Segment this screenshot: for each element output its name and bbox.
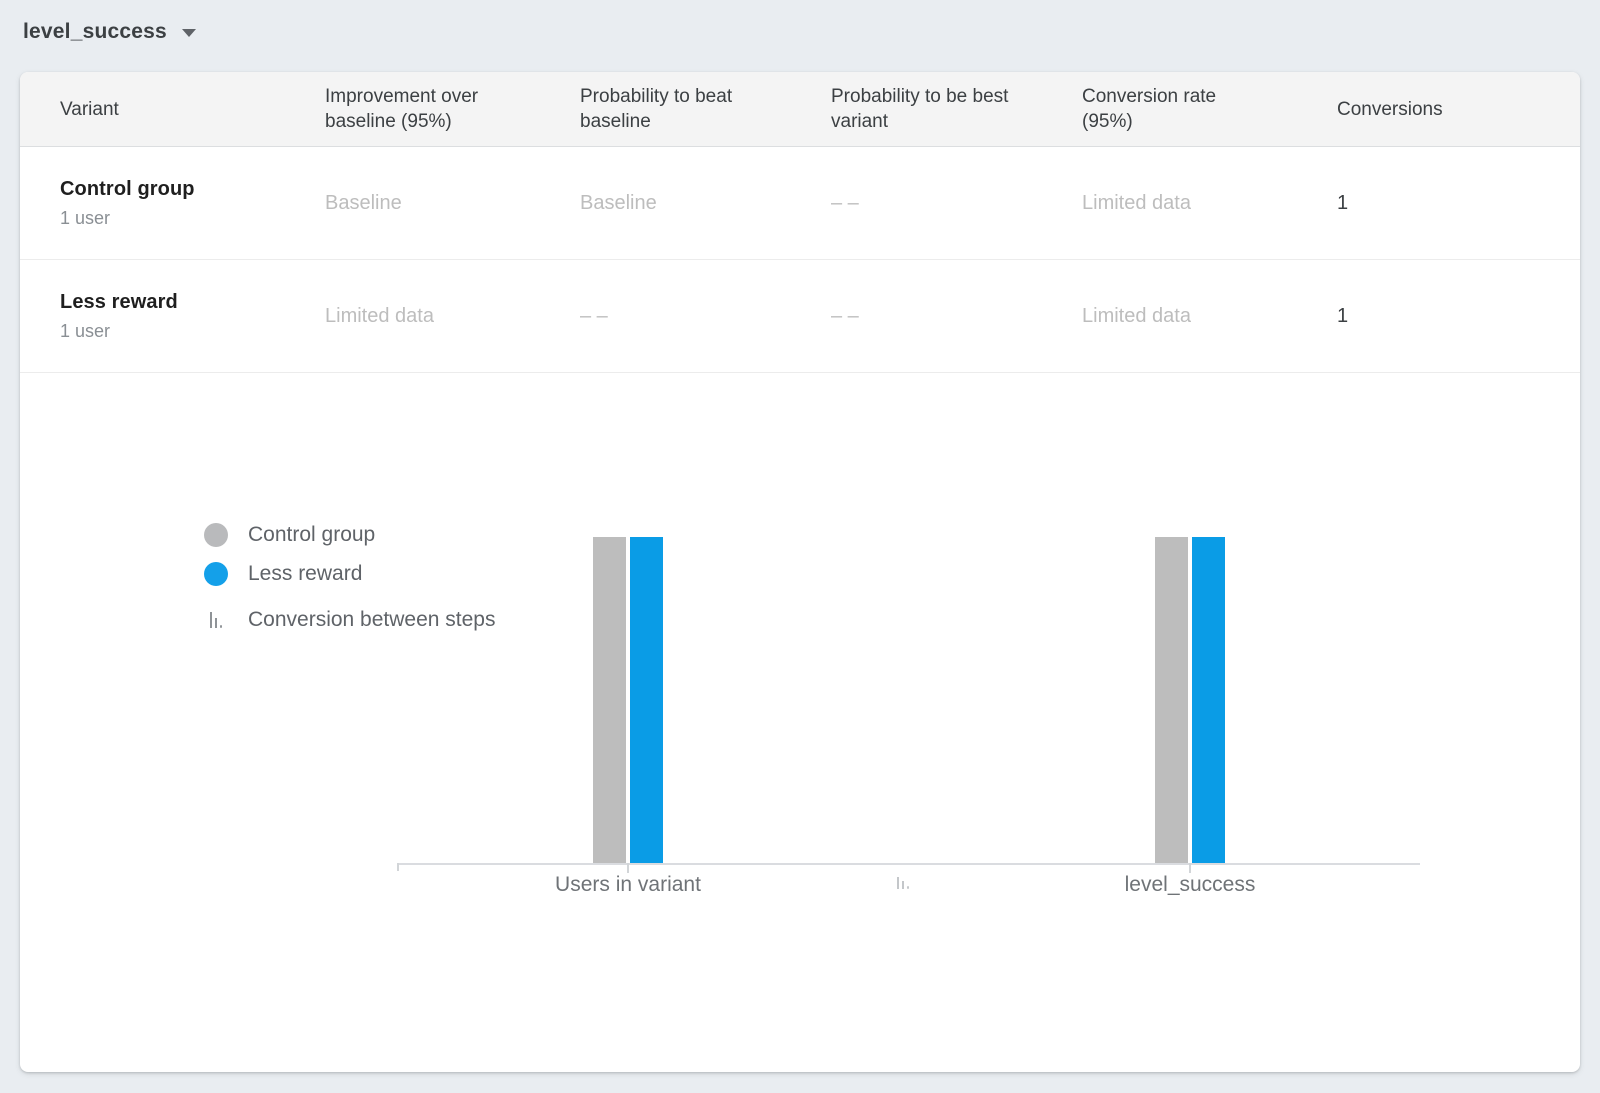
column-header-prob-best-variant: Probability to be best variant (831, 86, 1009, 132)
bar-control-group (1155, 537, 1188, 863)
column-header-improvement: Improvement over baseline (95%) (325, 86, 479, 132)
legend-item-less-reward: Less reward (204, 554, 495, 593)
metric-selector-dropdown[interactable]: level_success (23, 18, 196, 46)
table-row-control-group: Control group 1 user Baseline Baseline –… (20, 147, 1580, 260)
improvement-value: Limited data (325, 304, 434, 327)
less-reward-swatch-icon (204, 561, 228, 586)
conversions-value: 1 (1337, 191, 1349, 214)
chevron-down-icon (181, 29, 196, 37)
bar-plot: Users in variant level_success (397, 537, 1420, 896)
improvement-value: Baseline (325, 191, 402, 214)
variant-cell: Less reward 1 user (60, 291, 325, 342)
chart-legend: Control group Less reward Conversion bet… (204, 515, 495, 639)
bar-less-reward (1192, 537, 1225, 863)
column-header-conversions: Conversions (1337, 98, 1443, 120)
table-header-row: Variant Improvement over baseline (95%) … (20, 72, 1580, 147)
legend-label: Less reward (248, 561, 363, 585)
control-group-swatch-icon (204, 522, 228, 547)
x-axis-label-level-success: level_success (1124, 873, 1256, 896)
column-header-conversion-rate: Conversion rate (95%) (1082, 86, 1217, 132)
variant-name: Control group (60, 177, 195, 200)
metric-selector-label: level_success (23, 20, 167, 43)
bar-group-level-success (1155, 537, 1225, 863)
bar-group-users-in-variant (593, 537, 663, 863)
axis-end-tick (397, 863, 399, 871)
conversions-value: 1 (1337, 304, 1349, 327)
bar-less-reward (630, 537, 663, 863)
bar-control-group (593, 537, 626, 863)
x-axis-label-users-in-variant: Users in variant (555, 873, 701, 896)
legend-label: Conversion between steps (248, 607, 496, 631)
prob-best-variant-value: – – (831, 304, 859, 327)
variant-cell: Control group 1 user (60, 178, 325, 229)
axis-tick (627, 863, 629, 873)
legend-item-conversion-between-steps: Conversion between steps (204, 600, 495, 639)
conversion-steps-icon (897, 877, 909, 889)
legend-item-control-group: Control group (204, 515, 495, 554)
variant-name: Less reward (60, 290, 178, 313)
prob-beat-baseline-value: – – (580, 304, 608, 327)
prob-best-variant-value: – – (831, 191, 859, 214)
variant-user-count: 1 user (60, 320, 111, 341)
variant-user-count: 1 user (60, 207, 111, 228)
axis-tick (1189, 863, 1191, 873)
funnel-chart: Control group Less reward Conversion bet… (20, 373, 1580, 1070)
legend-label: Control group (248, 522, 376, 546)
results-card: Variant Improvement over baseline (95%) … (20, 72, 1580, 1072)
conversion-steps-icon (204, 608, 228, 632)
prob-beat-baseline-value: Baseline (580, 191, 657, 214)
conversion-rate-value: Limited data (1082, 304, 1191, 327)
conversion-rate-value: Limited data (1082, 191, 1191, 214)
column-header-prob-beat-baseline: Probability to beat baseline (580, 86, 733, 132)
column-header-variant: Variant (60, 98, 119, 120)
table-row-less-reward: Less reward 1 user Limited data – – – – … (20, 260, 1580, 373)
